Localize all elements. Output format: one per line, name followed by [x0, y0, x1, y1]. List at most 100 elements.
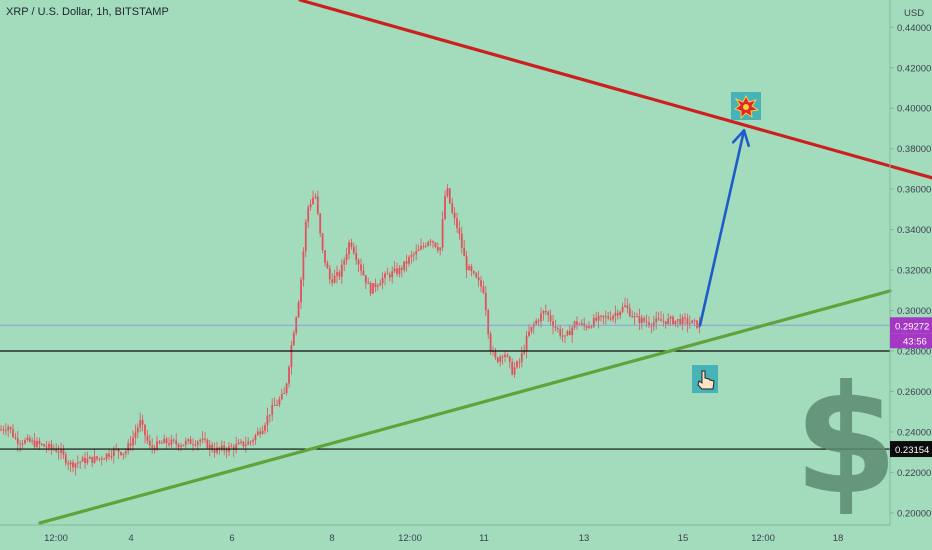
candle-body	[549, 315, 552, 322]
candle-body	[504, 354, 506, 357]
candle-body	[292, 332, 295, 346]
candle-body	[436, 246, 439, 251]
candle-body	[19, 443, 22, 445]
candle-body	[314, 196, 317, 198]
candle-body	[84, 457, 86, 464]
candle-body	[444, 195, 446, 220]
candle-body	[64, 454, 67, 464]
candle-body	[484, 292, 487, 311]
candle-body	[597, 315, 600, 321]
candle-body	[4, 430, 7, 432]
candles-layer	[0, 184, 701, 476]
candle-body	[67, 463, 70, 465]
candle-body	[340, 264, 343, 277]
candle-body	[264, 425, 266, 431]
candle-body	[62, 449, 65, 455]
time-tick-label: 12:00	[398, 533, 422, 544]
candle-body	[319, 213, 322, 234]
candle-body	[580, 323, 583, 325]
arrow-head	[742, 129, 750, 148]
candle-body	[343, 260, 346, 265]
candle-body	[602, 315, 605, 317]
candle-body	[271, 405, 274, 415]
price-tick-label: 0.22000	[897, 468, 931, 479]
candle-body	[657, 318, 660, 320]
candle-body	[388, 274, 391, 278]
candle-body	[513, 367, 516, 375]
candle-body	[192, 444, 194, 446]
candle-body	[535, 320, 538, 325]
candle-body	[614, 312, 617, 316]
candle-body	[225, 450, 228, 452]
candle-body	[172, 439, 175, 441]
candle-body	[218, 447, 221, 449]
candle-body	[696, 320, 698, 328]
current-price-badge	[890, 317, 932, 334]
candle-body	[108, 453, 110, 457]
candle-body	[374, 283, 377, 288]
candle-body	[273, 405, 276, 407]
candle-body	[391, 271, 394, 278]
candle-body	[43, 444, 46, 447]
candle-body	[357, 260, 360, 265]
time-tick-label: 12:00	[44, 533, 68, 544]
candle-body	[554, 326, 557, 328]
candle-body	[643, 317, 646, 322]
candle-body	[386, 273, 389, 275]
candle-body	[631, 316, 634, 318]
candle-body	[496, 357, 499, 362]
candle-body	[165, 438, 168, 444]
candle-body	[31, 440, 34, 442]
candle-body	[420, 246, 422, 250]
candle-body	[360, 264, 362, 271]
candle-body	[573, 321, 576, 328]
candle-body	[14, 436, 17, 439]
candle-body	[254, 435, 257, 441]
price-badges: 0.29272 43:56 0.23154	[890, 317, 932, 458]
candle-body	[326, 262, 329, 269]
candle-body	[456, 218, 458, 229]
candle-body	[144, 424, 146, 436]
candle-body	[376, 285, 379, 288]
candle-body	[120, 452, 122, 455]
candle-body	[302, 251, 305, 280]
candle-body	[480, 280, 482, 287]
time-axis-ticks[interactable]: 12:00 4 6 8 12:00 11 13 15 12:00 18	[44, 533, 843, 544]
candle-body	[511, 361, 514, 375]
candle-body	[100, 458, 103, 460]
candle-body	[0, 429, 2, 431]
candle-body	[333, 275, 336, 283]
candle-body	[204, 438, 206, 440]
price-tick-label: 0.28000	[897, 347, 931, 358]
candle-body	[213, 450, 216, 453]
candle-body	[364, 275, 367, 284]
candle-body	[201, 438, 204, 441]
candle-body	[316, 196, 319, 214]
candle-body	[422, 245, 425, 247]
price-tick-label: 0.26000	[897, 387, 931, 398]
trendlines	[38, 0, 932, 525]
candle-body	[669, 316, 672, 319]
candle-body	[96, 456, 98, 459]
candle-body	[542, 310, 545, 314]
candle-body	[103, 458, 106, 460]
candle-body	[516, 361, 518, 368]
explosion-icon	[731, 92, 761, 120]
arrow-head	[731, 129, 746, 144]
candle-body	[537, 320, 540, 322]
candle-body	[590, 326, 593, 328]
countdown-badge	[890, 333, 932, 349]
candle-body	[523, 350, 526, 354]
candle-body	[592, 317, 595, 327]
candle-body	[26, 437, 29, 440]
candle-body	[300, 279, 302, 303]
candle-body	[410, 255, 413, 258]
candle-body	[297, 302, 300, 318]
time-tick-label: 8	[329, 533, 334, 544]
candle-body	[223, 445, 226, 451]
candle-body	[336, 272, 338, 276]
price-axis-ticks[interactable]: 0.20000 0.22000 0.24000 0.26000 0.28000 0.300…	[890, 23, 931, 520]
candle-body	[266, 415, 269, 426]
candle-body	[268, 414, 271, 416]
